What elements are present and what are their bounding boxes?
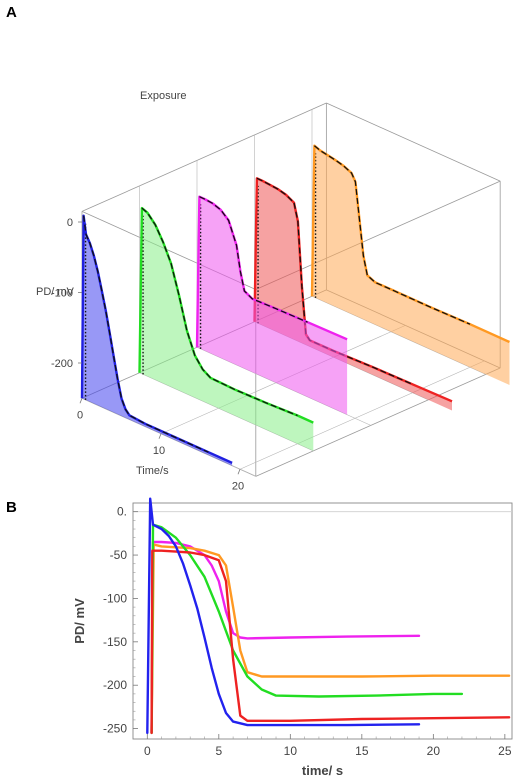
box-edge	[326, 102, 501, 182]
series-line-0	[150, 540, 421, 735]
y-tick-label: 0.	[117, 505, 127, 519]
x-tick-mark	[237, 469, 241, 475]
plot-frame	[132, 502, 513, 740]
slice-area	[312, 145, 510, 385]
y-tick-label: -50	[110, 548, 128, 562]
x-tick-label: 0	[144, 744, 151, 758]
x-tick-label: 15	[355, 744, 369, 758]
x-tick-label: 10	[284, 744, 298, 758]
y-tick-label: -100	[103, 591, 127, 605]
y-axis-label: PD/ mV	[36, 286, 75, 298]
y-tick-label: 0	[67, 217, 73, 229]
slice-0	[80, 211, 256, 477]
model-fit-2	[199, 196, 308, 323]
x-tick-label: 20	[427, 744, 441, 758]
slice-area	[254, 178, 452, 411]
x-tick-label: 10	[153, 445, 165, 457]
box-edge	[81, 102, 327, 212]
chart-2d-panel-b: 0. -50 -100 -150 -200 -250 0 5 10 15 20 25 time/ s PD…	[72, 497, 513, 778]
slice-2	[195, 160, 371, 426]
x-tick-mark	[158, 433, 162, 439]
slice-area	[197, 196, 348, 415]
x-tick-mark	[79, 398, 83, 404]
x-axis: 0 10 20 Time/s	[77, 398, 244, 492]
chart-3d-panel-a: 0 -100 -200 PD/ mV 0 10 20 Time/s Exposure	[36, 90, 510, 492]
exposure-annotation: Exposure	[140, 90, 186, 102]
series-line-2	[150, 523, 464, 735]
y-axis-label: PD/ mV	[72, 598, 87, 644]
slice-4	[310, 109, 510, 385]
y-tick-label: -150	[103, 635, 127, 649]
panel-label-a: A	[6, 4, 17, 21]
y-tick-label: -200	[51, 358, 73, 370]
y-tick-label: -200	[103, 678, 127, 692]
x-tick-label: 20	[232, 480, 244, 492]
z-axis: 0 -100 -200 PD/ mV	[36, 217, 82, 370]
series-line-1	[150, 543, 511, 735]
x-axis-label: time/ s	[302, 763, 343, 778]
x-tick-label: 5	[215, 744, 222, 758]
x-axis: 0 5 10 15 20 25	[144, 734, 512, 758]
slice-area	[82, 215, 233, 466]
model-fit-4	[313, 145, 471, 325]
y-axis: 0. -50 -100 -150 -200 -250	[103, 505, 138, 736]
series-line-4	[146, 497, 421, 735]
y-tick-label: -250	[103, 722, 127, 736]
x-tick-label: 0	[77, 409, 83, 421]
box-edge	[255, 367, 501, 477]
panel-label-b: B	[6, 499, 17, 516]
x-axis-label: Time/s	[136, 465, 169, 477]
floor-grid-line	[239, 360, 485, 470]
series-line-3	[150, 549, 511, 735]
x-tick-label: 25	[498, 744, 512, 758]
y-tick-label: -100	[51, 288, 73, 300]
slice-1	[138, 185, 314, 452]
slice-area	[139, 208, 314, 451]
model-fit-1	[141, 207, 298, 417]
